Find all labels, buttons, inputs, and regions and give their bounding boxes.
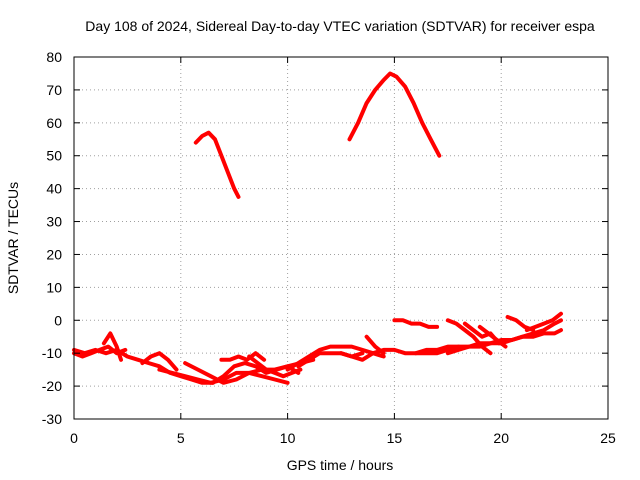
series-arc-10 — [219, 351, 267, 362]
y-tick-label: 20 — [46, 246, 62, 262]
y-tick-label: -10 — [42, 345, 62, 361]
y-tick-label: -20 — [42, 378, 62, 394]
series-arc-5 — [101, 331, 123, 362]
series-arc-21 — [477, 324, 508, 349]
series-arc-11 — [247, 354, 303, 379]
series-layer — [72, 71, 563, 385]
series-arc-18 — [445, 318, 563, 356]
y-tick-label: 40 — [46, 181, 62, 197]
x-tick-label: 15 — [387, 430, 403, 446]
series-arc-1 — [193, 130, 241, 199]
series-arc-23 — [524, 311, 563, 333]
ticks — [73, 56, 609, 420]
y-tick-labels: -30 -20 -10 0 10 20 30 40 50 60 70 80 — [42, 49, 62, 427]
series-arc-16 — [392, 318, 440, 329]
series-arc-4 — [72, 344, 128, 359]
x-tick-label: 25 — [600, 430, 616, 446]
series-arc-15 — [364, 334, 386, 356]
y-axis-label: SDTVAR / TECUs — [5, 182, 21, 294]
series-arc-6 — [140, 351, 179, 372]
y-tick-label: 30 — [46, 214, 62, 230]
series-arc-7 — [157, 367, 290, 385]
plot-frame — [73, 56, 609, 420]
y-tick-label: 60 — [46, 115, 62, 131]
chart-title: Day 108 of 2024, Sidereal Day-to-day VTE… — [85, 18, 595, 34]
y-tick-label: -30 — [42, 411, 62, 427]
x-tick-label: 10 — [280, 430, 296, 446]
series-arc-9 — [210, 361, 301, 385]
series-arc-12 — [285, 344, 386, 372]
y-tick-label: 10 — [46, 279, 62, 295]
series-arc-19 — [445, 318, 493, 356]
x-tick-label: 0 — [70, 430, 78, 446]
series-arc-2 — [347, 71, 442, 158]
x-tick-labels: 0 5 10 15 20 25 — [70, 430, 616, 446]
y-tick-label: 50 — [46, 148, 62, 164]
y-tick-label: 80 — [46, 49, 62, 65]
series-arc-14 — [339, 344, 461, 362]
x-tick-label: 20 — [493, 430, 509, 446]
y-tick-label: 70 — [46, 82, 62, 98]
y-tick-label: 0 — [54, 312, 62, 328]
x-axis-label: GPS time / hours — [287, 457, 394, 473]
x-tick-label: 5 — [177, 430, 185, 446]
